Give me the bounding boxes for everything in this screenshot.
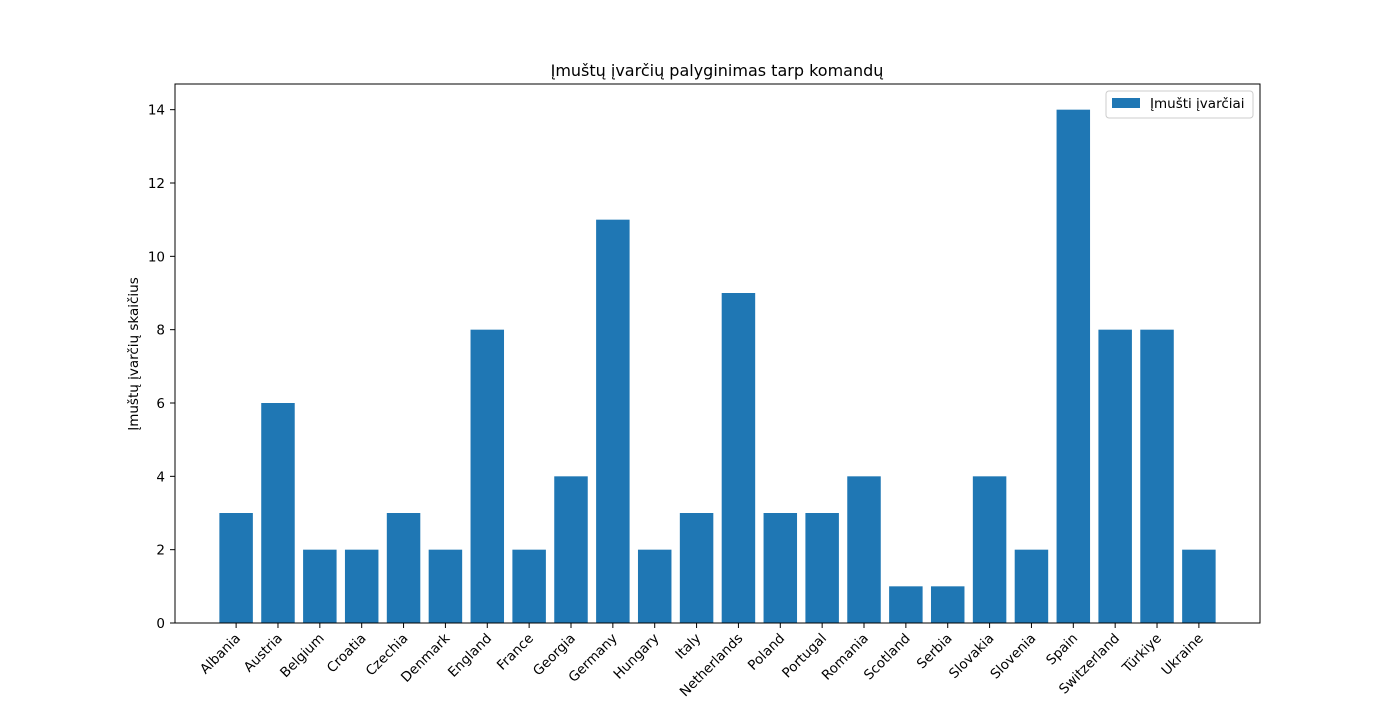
bar-türkiye <box>1140 329 1174 623</box>
y-tick-label: 14 <box>148 103 165 119</box>
x-tick-label: Ukraine <box>1159 631 1207 679</box>
bar-italy <box>679 513 714 623</box>
y-tick-label: 4 <box>156 469 165 485</box>
bar-germany <box>596 219 630 624</box>
x-tick-label: Belgium <box>277 631 327 681</box>
bar-romania <box>847 476 881 623</box>
y-tick-label: 2 <box>156 543 165 559</box>
y-tick-label: 6 <box>156 396 165 412</box>
bar-serbia <box>930 586 965 623</box>
x-tick-label: Scotland <box>861 631 914 684</box>
y-axis-ticks: 0 2 4 6 8 10 12 14 <box>148 103 175 632</box>
bar-poland <box>763 513 798 623</box>
bar-czechia <box>386 513 421 623</box>
bar-belgium <box>303 549 337 623</box>
y-tick-label: 12 <box>148 176 165 192</box>
x-axis-ticks: AlbaniaAustriaBelgiumCroatiaCzechiaDenma… <box>197 623 1207 700</box>
y-tick-label: 10 <box>148 249 165 265</box>
bars-layer <box>219 109 1216 624</box>
x-tick-label: England <box>445 631 495 681</box>
x-tick-label: Türkiye <box>1119 631 1165 677</box>
y-tick-label: 8 <box>156 323 165 339</box>
plot-frame <box>174 83 1261 624</box>
bar-albania <box>219 513 253 623</box>
bar-slovakia <box>972 476 1007 623</box>
bar-slovenia <box>1014 549 1049 623</box>
x-tick-label: Slovenia <box>987 631 1039 683</box>
bar-austria <box>261 403 295 623</box>
legend-swatch <box>1112 98 1140 108</box>
chart-title: Įmuštų įvarčių palyginimas tarp komandų <box>551 61 884 80</box>
y-tick-label: 0 <box>156 616 165 632</box>
y-axis-label: Įmuštų įvarčių skaičius <box>126 277 142 431</box>
bar-hungary <box>637 549 672 623</box>
legend: Įmušti įvarčiai <box>1105 90 1254 119</box>
bar-croatia <box>344 549 379 623</box>
bar-netherlands <box>721 293 756 623</box>
x-tick-label: Hungary <box>610 631 662 683</box>
legend-box <box>1105 90 1254 119</box>
x-tick-label: Italy <box>672 631 704 663</box>
legend-label: Įmušti įvarčiai <box>1150 96 1245 112</box>
bar-denmark <box>428 549 463 623</box>
bar-ukraine <box>1182 549 1216 623</box>
x-tick-label: Croatia <box>324 631 370 677</box>
x-tick-label: Albania <box>197 631 244 678</box>
bar-spain <box>1056 109 1091 624</box>
bar-france <box>512 549 546 623</box>
bar-england <box>470 329 505 623</box>
bar-switzerland <box>1098 329 1132 623</box>
bar-scotland <box>889 586 923 623</box>
bar-georgia <box>554 476 588 623</box>
bar-portugal <box>805 513 839 623</box>
x-tick-label: Spain <box>1043 631 1081 669</box>
